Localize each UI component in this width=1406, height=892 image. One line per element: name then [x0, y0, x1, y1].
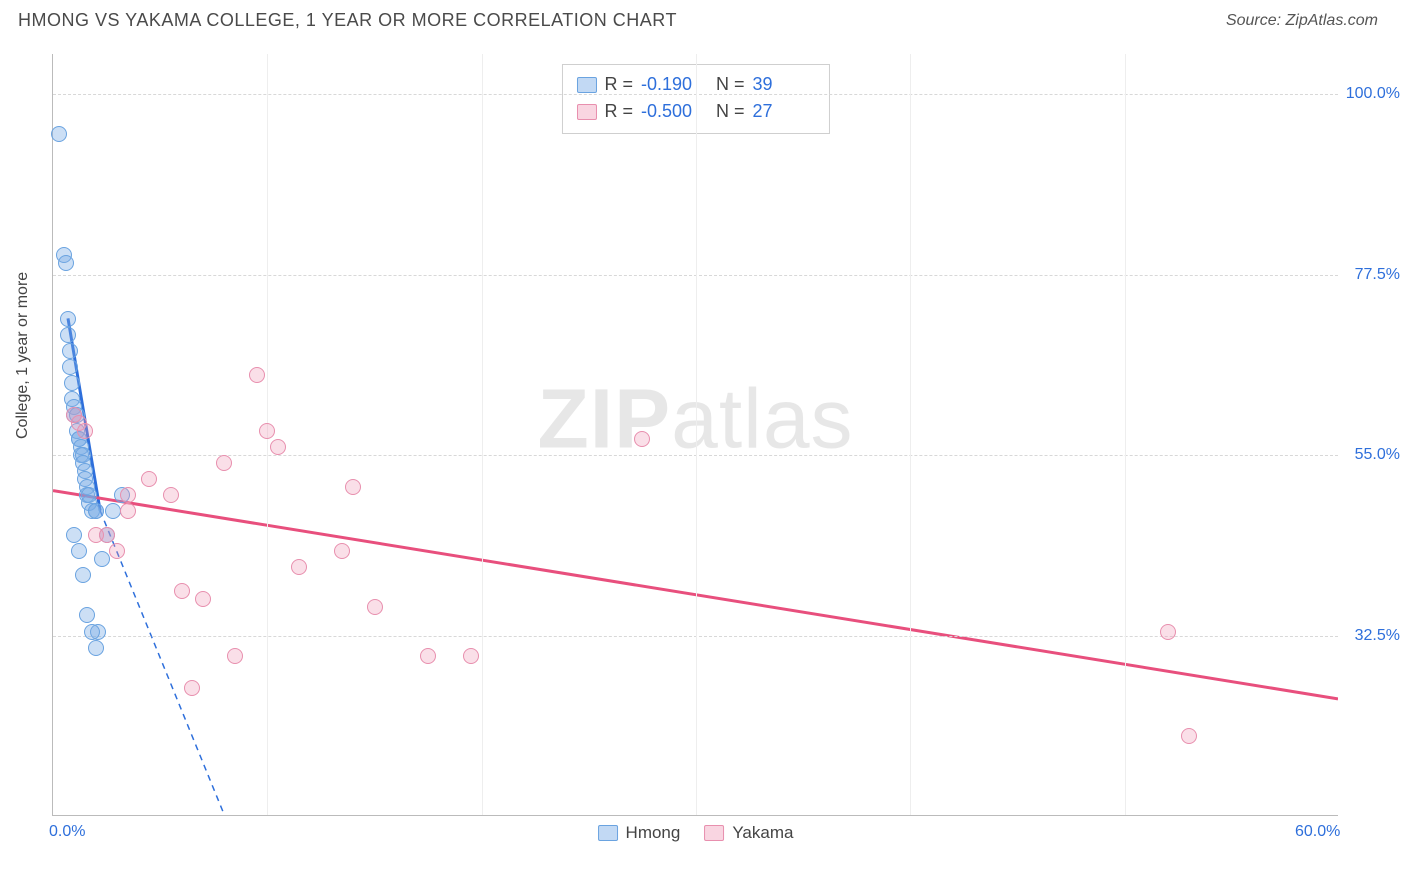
data-point: [184, 680, 200, 696]
legend-label-hmong: Hmong: [626, 823, 681, 843]
data-point: [79, 607, 95, 623]
data-point: [195, 591, 211, 607]
data-point: [66, 527, 82, 543]
data-point: [75, 567, 91, 583]
data-point: [51, 126, 67, 142]
data-point: [58, 255, 74, 271]
swatch-hmong: [576, 77, 596, 93]
bottom-legend: Hmong Yakama: [598, 823, 794, 843]
x-tick-label: 60.0%: [1295, 823, 1340, 841]
stats-r-label: R =: [604, 98, 633, 125]
data-point: [1181, 728, 1197, 744]
data-point: [120, 487, 136, 503]
data-point: [291, 559, 307, 575]
y-tick-label: 77.5%: [1344, 266, 1400, 284]
gridline-v: [482, 54, 483, 815]
data-point: [84, 624, 100, 640]
data-point: [334, 543, 350, 559]
data-point: [463, 648, 479, 664]
stats-n-label: N =: [711, 98, 745, 125]
data-point: [420, 648, 436, 664]
data-point: [88, 527, 104, 543]
legend-label-yakama: Yakama: [732, 823, 793, 843]
data-point: [141, 471, 157, 487]
stats-n-yakama: 27: [753, 98, 815, 125]
x-tick-label: 0.0%: [49, 823, 85, 841]
legend-item-yakama: Yakama: [704, 823, 793, 843]
data-point: [227, 648, 243, 664]
data-point: [163, 487, 179, 503]
swatch-yakama: [576, 104, 596, 120]
data-point: [71, 543, 87, 559]
data-point: [64, 375, 80, 391]
y-tick-label: 32.5%: [1344, 627, 1400, 645]
data-point: [60, 311, 76, 327]
data-point: [60, 327, 76, 343]
source-credit: Source: ZipAtlas.com: [1226, 12, 1378, 30]
data-point: [1160, 624, 1176, 640]
data-point: [62, 343, 78, 359]
data-point: [249, 367, 265, 383]
data-point: [62, 359, 78, 375]
data-point: [259, 423, 275, 439]
plot-area: ZIPatlas R = -0.190 N = 39 R = -0.500 N …: [52, 54, 1338, 816]
gridline-v: [910, 54, 911, 815]
gridline-v: [696, 54, 697, 815]
data-point: [270, 439, 286, 455]
data-point: [88, 503, 104, 519]
stats-r-yakama: -0.500: [641, 98, 703, 125]
data-point: [367, 599, 383, 615]
data-point: [88, 640, 104, 656]
legend-swatch-yakama: [704, 825, 724, 841]
y-tick-label: 100.0%: [1344, 85, 1400, 103]
gridline-v: [1125, 54, 1126, 815]
data-point: [94, 551, 110, 567]
data-point: [634, 431, 650, 447]
data-point: [105, 503, 121, 519]
data-point: [345, 479, 361, 495]
legend-item-hmong: Hmong: [598, 823, 681, 843]
data-point: [216, 455, 232, 471]
legend-swatch-hmong: [598, 825, 618, 841]
data-point: [120, 503, 136, 519]
data-point: [174, 583, 190, 599]
chart-title: HMONG VS YAKAMA COLLEGE, 1 YEAR OR MORE …: [18, 10, 677, 31]
data-point: [109, 543, 125, 559]
y-axis-label: College, 1 year or more: [14, 272, 32, 439]
data-point: [77, 423, 93, 439]
chart-container: College, 1 year or more ZIPatlas R = -0.…: [18, 42, 1388, 854]
y-tick-label: 55.0%: [1344, 446, 1400, 464]
